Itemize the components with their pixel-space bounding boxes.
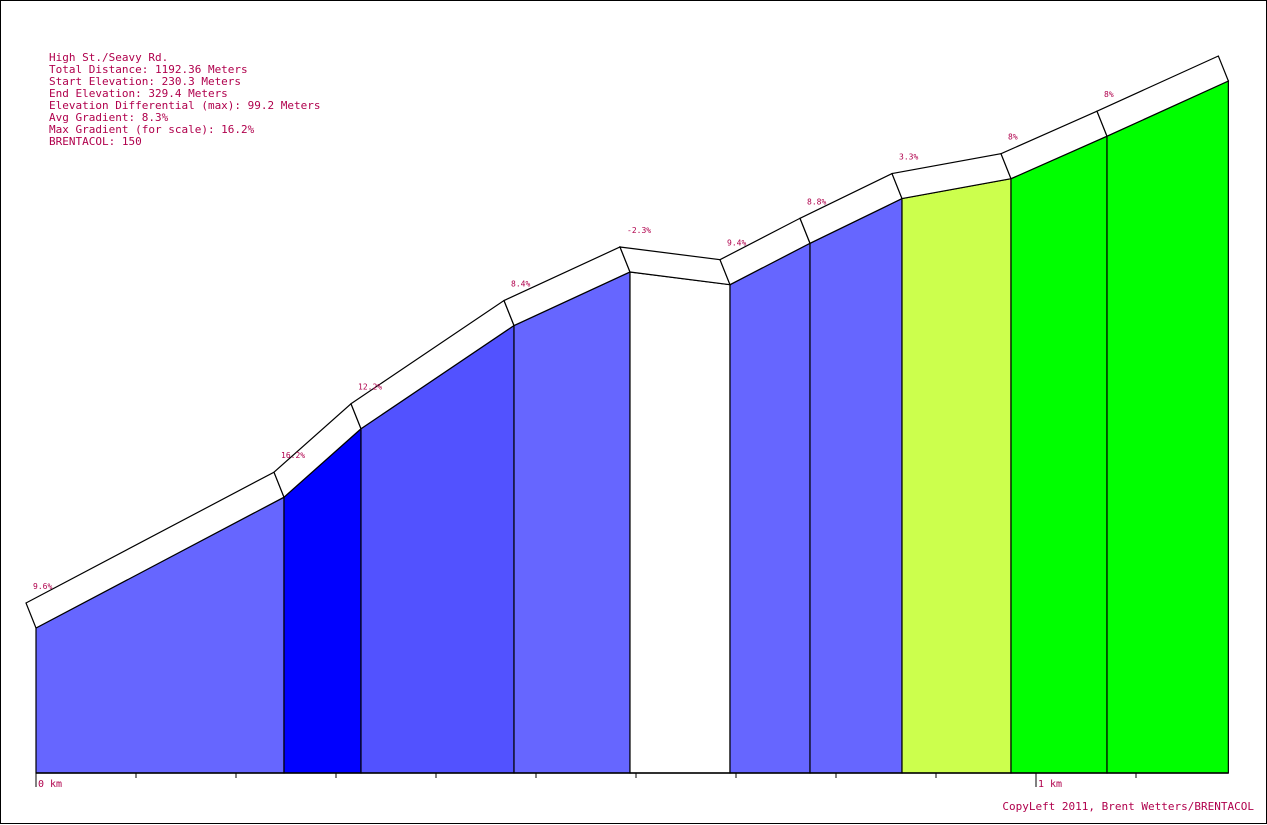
profile-segment-4: [513, 271, 631, 774]
copyright-text: CopyLeft 2011, Brent Wetters/BRENTACOL: [1002, 800, 1254, 813]
gradient-label-5: -2.3%: [627, 226, 651, 235]
x-tick-label: 1 km: [1038, 779, 1062, 790]
profile-segment-10: [1106, 80, 1229, 774]
max-gradient: Max Gradient (for scale): 16.2%: [49, 123, 255, 136]
elevation-differential: Elevation Differential (max): 99.2 Meter…: [49, 99, 321, 112]
profile-segment-6: [729, 242, 811, 774]
gradient-label-7: 8.8%: [807, 197, 826, 206]
profile-segment-7: [809, 197, 903, 774]
ribbon-segment-10: [1096, 55, 1230, 138]
brentacol-score: BRENTACOL: 150: [49, 135, 142, 148]
gradient-label-2: 16.2%: [281, 451, 305, 460]
gradient-label-6: 9.4%: [727, 239, 746, 248]
profile-segment-8: [901, 177, 1012, 774]
gradient-label-3: 12.2%: [358, 383, 382, 392]
route-name: High St./Seavy Rd.: [49, 51, 169, 64]
gradient-label-1: 9.6%: [33, 582, 52, 591]
profile-segment-9: [1010, 135, 1108, 774]
start-elevation: Start Elevation: 230.3 Meters: [49, 75, 242, 88]
gradient-label-10: 8%: [1104, 90, 1114, 99]
end-elevation: End Elevation: 329.4 Meters: [49, 87, 228, 100]
gradient-label-9: 8%: [1008, 133, 1018, 142]
profile-segment-5: [629, 271, 731, 774]
avg-gradient: Avg Gradient: 8.3%: [49, 111, 169, 124]
gradient-label-8: 3.3%: [899, 153, 918, 162]
total-distance: Total Distance: 1192.36 Meters: [49, 63, 248, 76]
gradient-label-4: 8.4%: [511, 280, 530, 289]
x-tick-label: 0 km: [38, 779, 62, 790]
route-info-panel: High St./Seavy Rd. Total Distance: 1192.…: [49, 52, 321, 148]
